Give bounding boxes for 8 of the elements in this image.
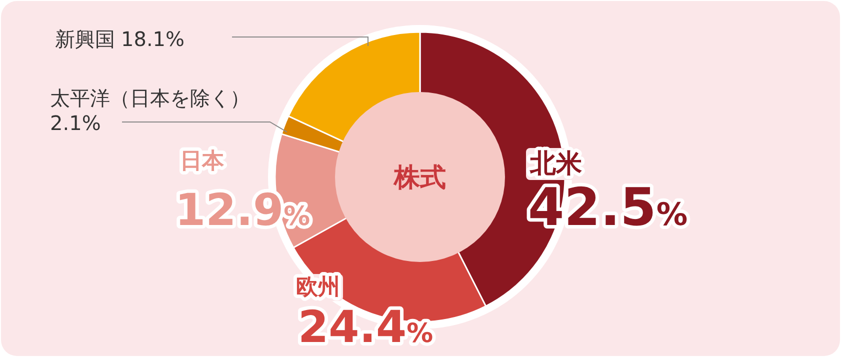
slice-label: 欧州: [296, 275, 340, 300]
data-label: 2.1%: [50, 111, 101, 135]
slice-label: 新興国: [55, 27, 115, 51]
slice-label: 太平洋（日本を除く）: [50, 86, 250, 110]
slice-label: 日本: [180, 149, 225, 174]
slice-label: 北米: [529, 149, 582, 179]
data-label: 18.1%: [121, 27, 185, 51]
text: 株式: [393, 163, 446, 193]
